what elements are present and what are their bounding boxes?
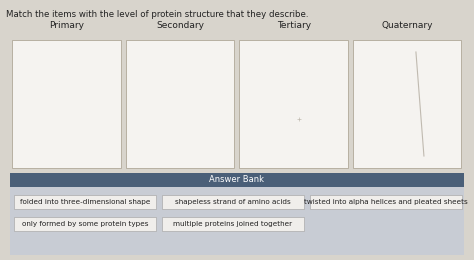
Text: multiple proteins joined together: multiple proteins joined together (173, 221, 292, 227)
Text: twisted into alpha helices and pleated sheets: twisted into alpha helices and pleated s… (304, 199, 468, 205)
Bar (353, 40, 462, 168)
Text: only formed by some protein types: only formed by some protein types (22, 221, 148, 227)
Text: Tertiary: Tertiary (277, 21, 311, 30)
Bar (14, 217, 156, 231)
Text: Answer Bank: Answer Bank (210, 176, 264, 185)
Bar (310, 195, 462, 209)
Text: Match the items with the level of protein structure that they describe.: Match the items with the level of protei… (6, 10, 309, 19)
Text: Primary: Primary (49, 21, 84, 30)
Bar (126, 40, 235, 168)
Text: Secondary: Secondary (156, 21, 204, 30)
Bar (239, 40, 348, 168)
Bar (14, 195, 156, 209)
Bar (12, 40, 121, 168)
Text: Quaternary: Quaternary (382, 21, 433, 30)
Text: shapeless strand of amino acids: shapeless strand of amino acids (175, 199, 291, 205)
Text: folded into three-dimensional shape: folded into three-dimensional shape (20, 199, 150, 205)
Bar (162, 217, 304, 231)
Bar (10, 187, 464, 255)
Bar (162, 195, 304, 209)
Bar (10, 173, 464, 187)
